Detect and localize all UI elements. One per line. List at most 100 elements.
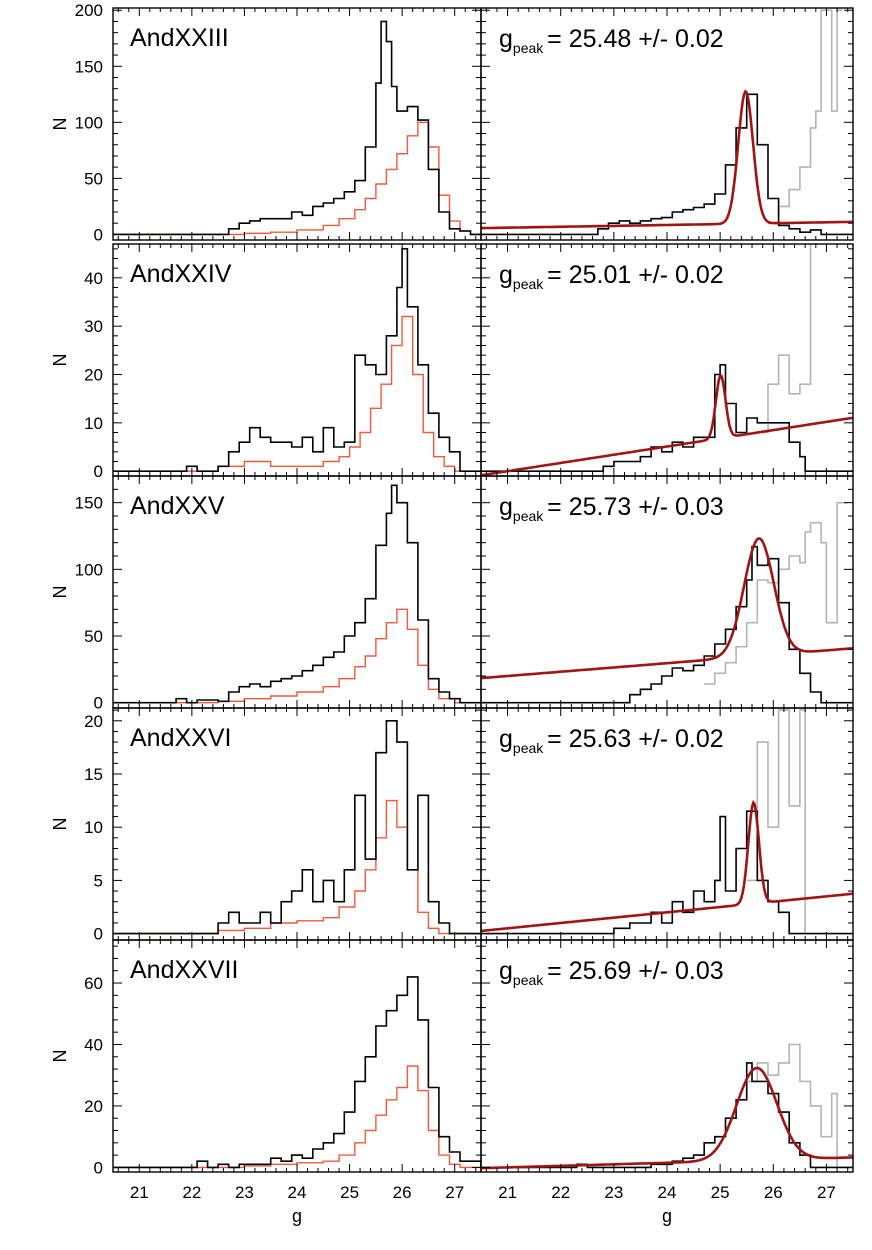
total-histogram (113, 720, 481, 935)
galaxy-name-label: AndXXIV (130, 260, 232, 288)
peak-subscript: peak (513, 276, 547, 292)
y-tick-label: 0 (94, 462, 103, 481)
y-tick-label: 0 (94, 694, 103, 713)
y-tick-label: 30 (84, 317, 103, 336)
y-tick-label: 100 (75, 113, 103, 132)
panel-left-AndXXIII (113, 20, 481, 236)
x-tick-label: 22 (182, 1183, 201, 1202)
y-tick-label: 200 (75, 1, 103, 20)
y-tick-label: 20 (84, 712, 103, 731)
gaussian-fit-curve (481, 374, 853, 476)
peak-symbol: g (499, 25, 513, 53)
panel-left-AndXXIV (113, 248, 481, 472)
y-tick-label: 0 (94, 925, 103, 944)
y-axis-title: N (50, 118, 70, 131)
background-histogram (746, 709, 806, 934)
selected-histogram (113, 1065, 481, 1169)
y-tick-label: 15 (84, 765, 103, 784)
total-histogram (113, 484, 481, 704)
gaussian-fit-curve (481, 89, 853, 230)
peak-value-label: gpeak = 25.63 +/- 0.02 (499, 725, 724, 756)
total-histogram (113, 248, 481, 472)
x-axis-title: g (292, 1206, 302, 1226)
x-tick-label: 22 (551, 1183, 570, 1202)
peak-symbol: g (499, 725, 513, 753)
y-tick-label: 50 (84, 627, 103, 646)
x-tick-label: 25 (340, 1183, 359, 1202)
x-tick-label: 24 (288, 1183, 307, 1202)
fit-histogram (481, 364, 853, 472)
panel-right-AndXXV (481, 501, 853, 704)
total-histogram (113, 20, 481, 236)
panels-layer (113, 9, 853, 1170)
panel-right-AndXXVII (481, 1043, 853, 1170)
selected-histogram (113, 608, 481, 704)
x-tick-label: 26 (393, 1183, 412, 1202)
x-tick-label: 24 (658, 1183, 677, 1202)
selected-histogram (113, 315, 481, 472)
panel-left-AndXXVI (113, 720, 481, 935)
fit-histogram (481, 810, 853, 935)
galaxy-name-label: AndXXV (130, 492, 225, 520)
y-tick-label: 40 (84, 1035, 103, 1054)
x-axis-title: g (662, 1206, 672, 1226)
y-tick-label: 100 (75, 560, 103, 579)
y-tick-label: 60 (84, 974, 103, 993)
gaussian-fit-curve (481, 537, 853, 680)
peak-value-label: gpeak = 25.73 +/- 0.03 (499, 493, 724, 524)
galaxy-name-label: AndXXVI (130, 724, 231, 752)
peak-subscript: peak (513, 740, 547, 756)
peak-value: = 25.63 +/- 0.02 (547, 725, 724, 753)
total-histogram (113, 976, 481, 1169)
y-tick-label: 150 (75, 57, 103, 76)
y-tick-label: 0 (94, 225, 103, 244)
gaussian-fit-curve (481, 1066, 853, 1170)
fit-histogram (481, 1062, 853, 1169)
x-tick-label: 26 (764, 1183, 783, 1202)
background-histogram (704, 501, 848, 685)
fit-histogram (481, 545, 853, 704)
y-tick-label: 5 (94, 871, 103, 890)
peak-value-label: gpeak = 25.01 +/- 0.02 (499, 261, 724, 292)
peak-value-label: gpeak = 25.69 +/- 0.03 (499, 957, 724, 988)
peak-subscript: peak (513, 972, 547, 988)
y-axis-title: N (50, 818, 70, 831)
panel-right-AndXXIV (481, 244, 853, 476)
y-axis-title: N (50, 354, 70, 367)
y-tick-label: 20 (84, 366, 103, 385)
peak-value-label: gpeak = 25.48 +/- 0.02 (499, 25, 724, 56)
peak-subscript: peak (513, 40, 547, 56)
peak-subscript: peak (513, 508, 547, 524)
peak-value: = 25.69 +/- 0.03 (547, 957, 724, 985)
y-tick-label: 20 (84, 1097, 103, 1116)
y-tick-label: 0 (94, 1158, 103, 1177)
panel-left-AndXXVII (113, 976, 481, 1169)
x-tick-label: 23 (235, 1183, 254, 1202)
background-histogram (768, 9, 843, 224)
x-tick-label: 21 (130, 1183, 149, 1202)
x-tick-label: 25 (711, 1183, 730, 1202)
fit-histogram (481, 93, 853, 236)
y-tick-label: 10 (84, 414, 103, 433)
y-axis-title: N (50, 586, 70, 599)
peak-symbol: g (499, 493, 513, 521)
peak-symbol: g (499, 957, 513, 985)
selected-histogram (113, 799, 481, 935)
x-tick-label: 27 (445, 1183, 464, 1202)
background-histogram (746, 1043, 838, 1168)
y-tick-label: 150 (75, 494, 103, 513)
x-tick-label: 23 (604, 1183, 623, 1202)
background-histogram (757, 244, 822, 434)
y-tick-label: 50 (84, 169, 103, 188)
peak-value: = 25.48 +/- 0.02 (547, 25, 724, 53)
y-axis-title: N (50, 1050, 70, 1063)
panel-right-AndXXVI (481, 709, 853, 935)
panel-right-AndXXIII (481, 9, 853, 236)
gaussian-fit-curve (481, 799, 853, 933)
y-tick-label: 40 (84, 269, 103, 288)
x-tick-label: 27 (817, 1183, 836, 1202)
panel-left-AndXXV (113, 484, 481, 704)
selected-histogram (113, 121, 481, 236)
